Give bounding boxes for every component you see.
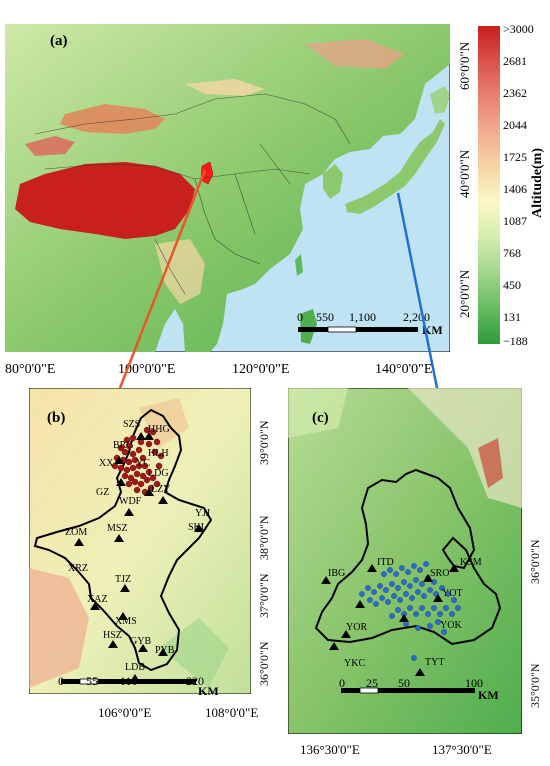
b-lat-38: 38°0'0"N <box>257 515 271 560</box>
b-lat-37: 37°0'0"N <box>257 573 271 618</box>
panel-c-label: (c) <box>312 410 329 426</box>
observation-cluster-c <box>359 561 461 661</box>
cb-tick-2362: 2362 <box>503 86 527 100</box>
scale-b-55: 55 <box>86 674 98 688</box>
cb-tick-1087: 1087 <box>503 214 527 228</box>
scale-bar-b <box>61 678 196 685</box>
panel-b-label: (b) <box>47 410 66 426</box>
altitude-colorbar <box>478 26 500 344</box>
observation-cluster-b <box>111 426 165 496</box>
ningxia-map <box>29 388 251 694</box>
scale-b-0: 0 <box>58 674 64 688</box>
station-SKL: SKL <box>188 522 207 533</box>
japan-region-map <box>288 388 522 734</box>
c-lon-137-30: 137°30'0"E <box>432 742 492 757</box>
japan-land <box>345 119 445 214</box>
scale-c-100: 100 <box>465 676 483 690</box>
station-ZOM: ZOM <box>65 527 88 538</box>
station-ITD: ITD <box>377 557 394 568</box>
japan-north <box>430 86 450 114</box>
panel-a-label: (a) <box>50 33 68 49</box>
scale-b-unit: KM <box>198 684 219 698</box>
cb-tick-768: 768 <box>503 246 521 260</box>
scale-a-550: 550 <box>316 310 334 324</box>
cb-tick-1406: 1406 <box>503 182 527 196</box>
c-lon-136-30: 136°30'0"E <box>300 742 360 757</box>
c-lat-35: 35°0'0"N <box>528 663 542 708</box>
station-LDG: LDG <box>148 468 169 479</box>
b-lat-39: 39°0'0"N <box>257 420 271 465</box>
station-XX: XX <box>99 458 114 469</box>
scale-c-50: 50 <box>398 676 410 690</box>
station-HLH: HLH <box>148 448 169 459</box>
scale-bar-c <box>341 687 475 694</box>
station-YC: YC <box>136 458 150 469</box>
b-lon-106: 106°0'0"E <box>98 705 152 720</box>
ningxia-boundary <box>33 408 213 672</box>
station-YKC: YKC <box>344 658 366 669</box>
gifu-boundary <box>314 468 502 646</box>
scale-b-220: 220 <box>186 674 204 688</box>
cb-tick-450: 450 <box>503 278 521 292</box>
cb-tick-1725: 1725 <box>503 150 527 164</box>
cb-tick-131: 131 <box>503 310 521 324</box>
station-XRZ: XRZ <box>68 563 88 574</box>
station-HHG: HHG <box>148 424 170 435</box>
a-lon-120: 120°0'0"E <box>232 362 290 377</box>
station-GZ: GZ <box>96 487 110 498</box>
tibetan-plateau <box>15 162 195 239</box>
a-lon-100: 100°0'0"E <box>118 362 176 377</box>
station-XMS: XMS <box>115 616 137 627</box>
cb-tick-2044: 2044 <box>503 118 527 132</box>
station-TYT: TYT <box>425 657 445 668</box>
station-GYB: GYB <box>130 636 152 647</box>
stations-c <box>321 564 459 676</box>
scale-b-110: 110 <box>120 674 138 688</box>
cb-tick-neg188: −188 <box>503 334 528 348</box>
station-KSM: KSM <box>460 557 482 568</box>
station-WDF: WDF <box>119 496 142 507</box>
b-lat-36: 36°0'0"N <box>257 641 271 686</box>
stations-b <box>74 432 204 682</box>
station-SRO: SRO <box>430 568 450 579</box>
a-lon-140: 140°0'0"E <box>375 362 433 377</box>
station-YOR: YOR <box>346 622 368 633</box>
scale-a-0: 0 <box>297 310 303 324</box>
station-TJZ: TJZ <box>115 574 132 585</box>
station-IBG: IBG <box>328 568 346 579</box>
cb-tick-3000: >3000 <box>503 22 534 36</box>
station-YOT: YOT <box>442 588 463 599</box>
c-lat-36: 36°0'0"N <box>528 539 542 584</box>
station-HSZ: HSZ <box>103 630 122 641</box>
overview-map <box>5 24 450 352</box>
station-BRG: BRG <box>113 440 134 451</box>
station-MSZ: MSZ <box>107 523 128 534</box>
station-LZY: LZY <box>151 484 171 495</box>
station-YOK: YOK <box>440 620 462 631</box>
station-XAZ: XAZ <box>87 594 108 605</box>
station-YJJ: YJJ <box>195 508 211 519</box>
scale-c-0: 0 <box>339 676 345 690</box>
scale-a-1100: 1,100 <box>349 310 376 324</box>
station-PYB: PYB <box>155 645 175 656</box>
scale-c-unit: KM <box>478 688 499 702</box>
a-lon-80: 80°0'0"E <box>5 362 56 377</box>
station-LDB: LDB <box>125 662 145 673</box>
scale-bar-a <box>298 326 418 333</box>
b-lon-108: 108°0'0"E <box>205 705 259 720</box>
cb-tick-2681: 2681 <box>503 54 527 68</box>
station-SZS: SZS <box>123 419 141 430</box>
scale-c-25: 25 <box>366 676 378 690</box>
